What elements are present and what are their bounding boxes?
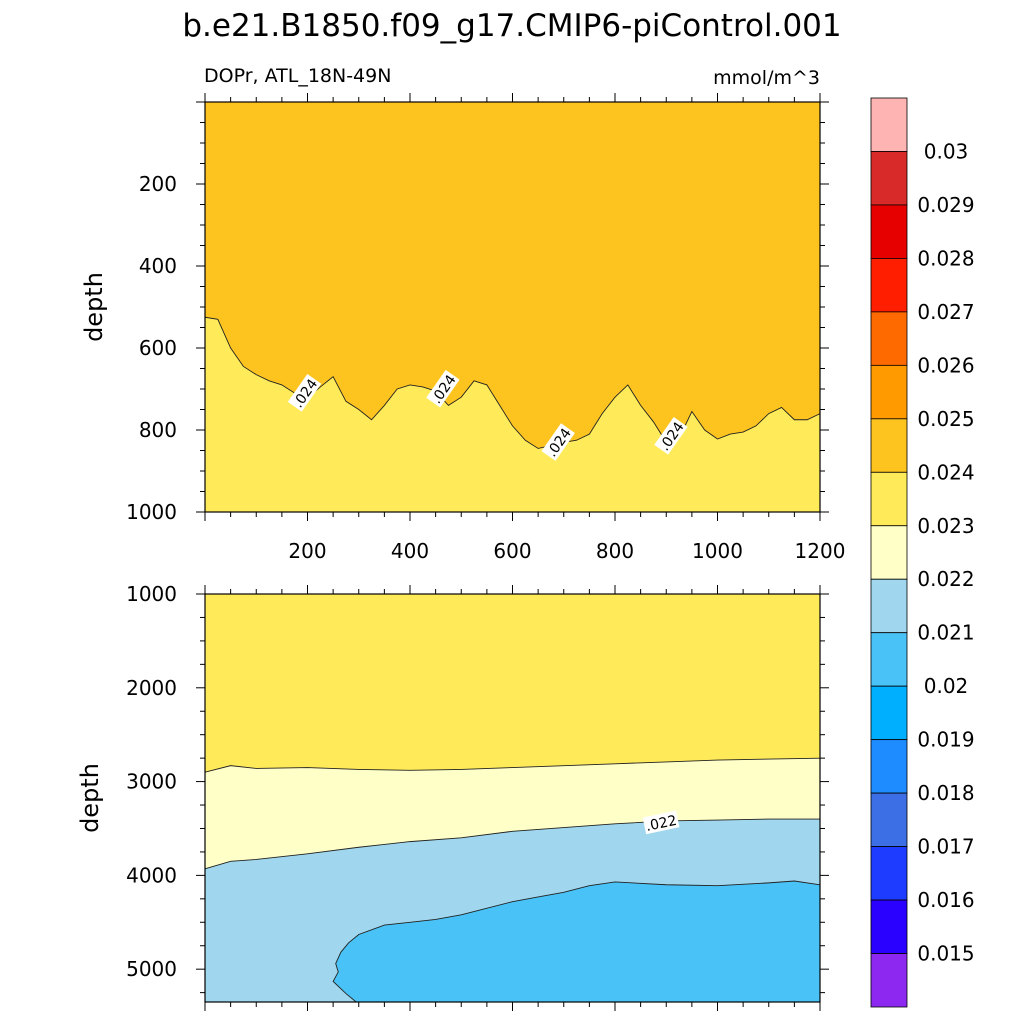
colorbar-swatch	[870, 471, 908, 527]
colorbar-swatch	[870, 953, 908, 1008]
y-tick-label: 600	[139, 336, 177, 360]
colorbar-swatch	[870, 418, 908, 473]
contour-line	[204, 818, 820, 870]
colorbar-label: 0.024	[917, 460, 974, 484]
y-tick-label: 200	[139, 172, 177, 196]
colorbar-label: 0.028	[917, 246, 974, 270]
x-tick-label: 600	[493, 539, 531, 563]
y-tick-label: 1000	[126, 500, 177, 524]
colorbar-swatch	[870, 204, 908, 259]
panel-lower: .022 1000 2000 3000 4000 5000 depth	[76, 582, 829, 1011]
figure-title: b.e21.B1850.f09_g17.CMIP6-piControl.001	[182, 8, 841, 44]
colorbar-swatch	[870, 632, 908, 687]
x-tick-label: 200	[288, 539, 326, 563]
x-tick-label: 400	[391, 539, 429, 563]
contour-label: .022	[644, 813, 678, 835]
colorbar-label: 0.015	[917, 942, 974, 966]
x-tick-label: 1000	[692, 539, 743, 563]
colorbar-label: 0.03	[924, 139, 969, 163]
contour-line	[204, 757, 821, 773]
contour-label-box	[426, 369, 460, 408]
colorbar-swatch	[870, 846, 908, 901]
colorbar-label: 0.016	[917, 888, 974, 912]
colorbar-swatch	[870, 685, 908, 741]
panel-left-string: DOPr, ATL_18N-49N	[204, 65, 391, 87]
colorbar-label: 0.021	[917, 621, 974, 645]
colorbar-label: 0.02	[924, 674, 969, 698]
colorbar-swatch	[870, 899, 908, 954]
colorbar-label: 0.027	[917, 300, 974, 324]
y-tick-label: 1000	[126, 582, 177, 606]
y-axis-title: depth	[80, 272, 108, 342]
colorbar-label: 0.017	[917, 835, 974, 859]
colorbar-label: 0.025	[917, 407, 974, 431]
contour-label-box	[654, 417, 688, 455]
contour-label-box	[541, 423, 575, 461]
y-tick-label: 4000	[126, 863, 177, 887]
y-axis-title: depth	[76, 763, 104, 833]
band-0.023-0.024	[205, 317, 820, 512]
contour-line	[332, 880, 821, 1003]
y-tick-label: 3000	[126, 770, 177, 794]
x-tick-label: 1200	[795, 539, 846, 563]
x-tick-label: 800	[596, 539, 634, 563]
colorbar-label: 0.019	[917, 728, 974, 752]
y-tick-label: 2000	[126, 676, 177, 700]
colorbar-swatch	[870, 739, 908, 794]
y-tick-label: 5000	[126, 957, 177, 981]
colorbar-swatch	[870, 311, 908, 366]
colorbar-label: 0.026	[917, 353, 974, 377]
colorbar-swatch	[870, 151, 908, 206]
colorbar-swatch	[870, 364, 908, 420]
colorbar-swatch	[870, 97, 908, 152]
contour-label-box	[642, 810, 680, 835]
contour-label-group: .022	[642, 810, 680, 835]
contour-label-box	[287, 374, 322, 412]
colorbar-swatch	[870, 525, 908, 580]
units-label: mmol/m^3	[713, 67, 820, 89]
colorbar-label: 0.029	[917, 193, 974, 217]
colorbar-swatch	[870, 792, 908, 847]
colorbar-swatch	[870, 258, 908, 313]
colorbar-swatch	[870, 578, 908, 634]
colorbar-label: 0.018	[917, 781, 974, 805]
band-0.020-0.021	[333, 881, 820, 1002]
colorbar-label: 0.022	[917, 567, 974, 591]
y-tick-label: 400	[139, 254, 177, 278]
colorbar: 0.03 0.029 0.028 0.027 0.026 0.025 0.024 0.023 0…	[870, 97, 975, 1008]
y-tick-label: 800	[139, 418, 177, 442]
colorbar-label: 0.023	[917, 514, 974, 538]
